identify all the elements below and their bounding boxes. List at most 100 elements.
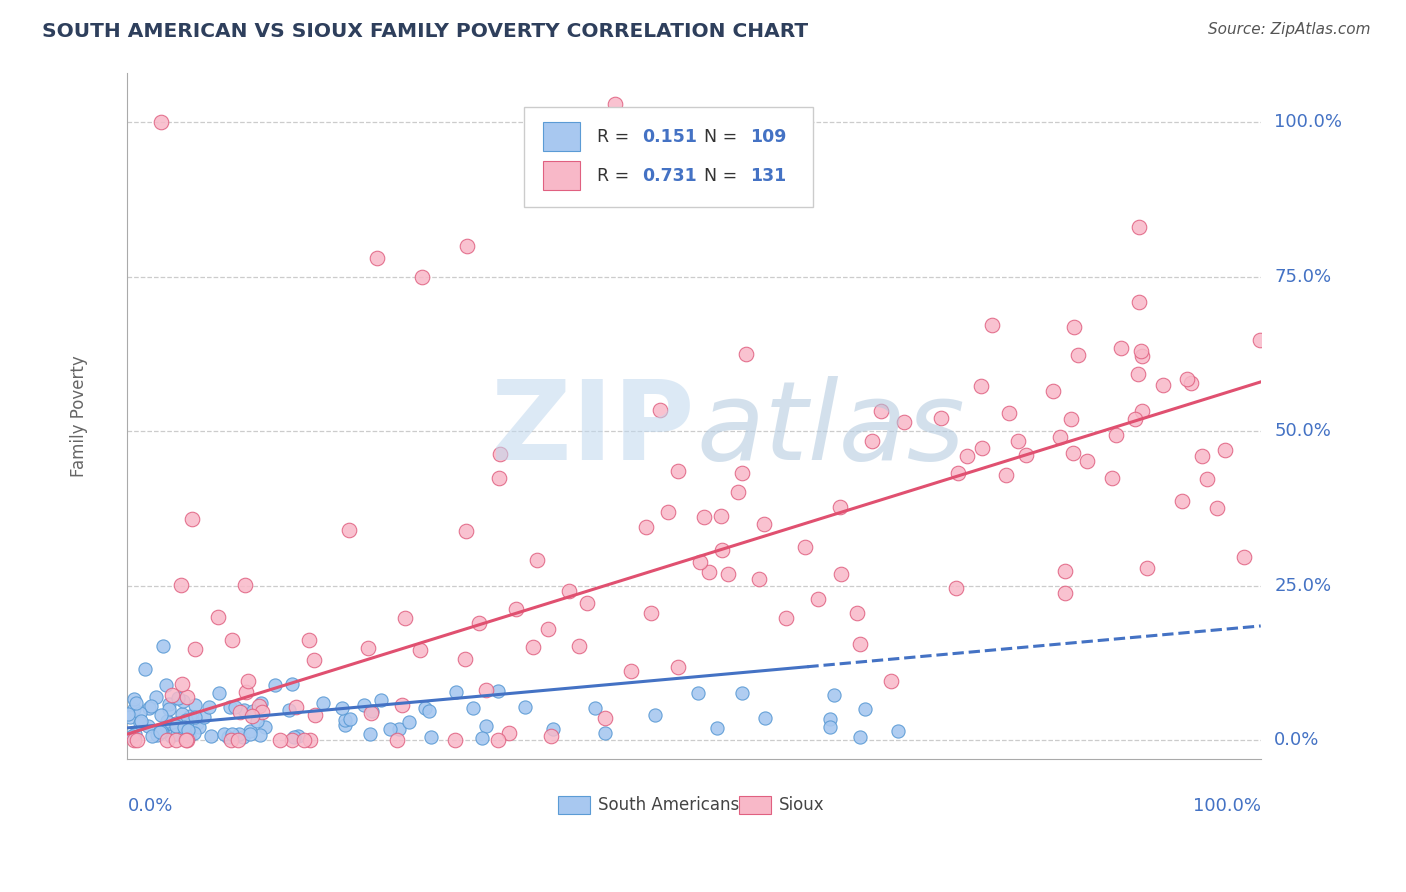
Point (304, 653, 326, 667)
Point (391, 698, 413, 713)
Point (122, 733, 145, 747)
Point (648, 403, 671, 417)
Point (945, 581, 967, 595)
Point (138, 700, 160, 714)
Point (1197, 472, 1219, 486)
Point (1136, 560, 1159, 574)
Point (184, 641, 207, 656)
Point (165, 733, 187, 747)
Point (1180, 376, 1202, 390)
Point (242, 704, 264, 718)
Point (1130, 404, 1153, 418)
Point (184, 710, 207, 724)
Point (1049, 430, 1071, 444)
Point (207, 609, 229, 624)
Point (239, 727, 262, 741)
Point (188, 720, 211, 734)
Point (366, 252, 388, 266)
FancyBboxPatch shape (740, 796, 770, 814)
Point (240, 708, 263, 723)
Point (513, 700, 536, 714)
Point (486, 684, 509, 698)
Point (250, 697, 273, 711)
Point (360, 706, 382, 720)
Point (558, 584, 581, 599)
Point (173, 720, 195, 734)
Text: SOUTH AMERICAN VS SIOUX FAMILY POVERTY CORRELATION CHART: SOUTH AMERICAN VS SIOUX FAMILY POVERTY C… (42, 22, 808, 41)
Point (752, 516, 775, 531)
Point (165, 719, 187, 733)
Point (748, 572, 770, 586)
Text: 100.0%: 100.0% (1192, 797, 1261, 814)
Point (335, 718, 357, 732)
Point (370, 693, 392, 707)
Text: Source: ZipAtlas.com: Source: ZipAtlas.com (1208, 22, 1371, 37)
Point (183, 698, 205, 713)
Point (818, 720, 841, 734)
Point (148, 724, 170, 739)
Point (1129, 343, 1152, 358)
Point (156, 714, 179, 729)
Point (1128, 220, 1150, 235)
Point (179, 719, 201, 733)
Text: 0.151: 0.151 (643, 128, 697, 145)
Point (125, 696, 148, 710)
Point (686, 686, 709, 700)
Point (849, 637, 872, 651)
Text: N =: N = (704, 167, 742, 185)
Point (174, 733, 197, 747)
Point (540, 729, 562, 743)
Text: Sioux: Sioux (779, 796, 825, 814)
Point (1053, 586, 1076, 600)
Point (541, 722, 564, 736)
Point (118, 710, 141, 724)
Point (127, 733, 149, 747)
Point (818, 712, 841, 726)
Point (887, 723, 910, 738)
Point (706, 721, 728, 735)
Point (1132, 349, 1154, 363)
Point (174, 713, 197, 727)
Point (568, 639, 591, 653)
Point (981, 318, 1004, 333)
Text: atlas: atlas (696, 376, 965, 483)
Point (995, 468, 1018, 483)
Point (454, 652, 477, 666)
Point (122, 691, 145, 706)
Point (337, 523, 360, 537)
Point (1249, 334, 1271, 348)
Point (1060, 412, 1083, 426)
Point (139, 699, 162, 714)
Point (385, 733, 408, 747)
Point (330, 700, 353, 714)
Point (145, 690, 167, 704)
Point (134, 662, 156, 676)
Point (200, 729, 222, 743)
Point (855, 702, 877, 716)
Point (794, 541, 817, 555)
Point (1067, 347, 1090, 361)
Point (156, 733, 179, 747)
Point (229, 705, 252, 719)
Point (1171, 494, 1194, 508)
Point (278, 703, 301, 717)
Point (283, 730, 305, 744)
Point (173, 720, 195, 734)
Point (603, 96, 626, 111)
Point (1109, 342, 1132, 356)
Point (1123, 412, 1146, 426)
Point (360, 704, 382, 718)
Point (474, 682, 496, 697)
Point (454, 524, 477, 539)
Point (339, 712, 361, 726)
Text: Family Poverty: Family Poverty (70, 355, 87, 476)
Text: R =: R = (596, 167, 634, 185)
Point (155, 678, 177, 692)
Point (121, 730, 143, 744)
Point (489, 447, 512, 461)
Text: N =: N = (704, 128, 742, 145)
Point (174, 727, 197, 741)
Point (149, 725, 172, 739)
Point (157, 698, 180, 712)
Point (468, 616, 491, 631)
